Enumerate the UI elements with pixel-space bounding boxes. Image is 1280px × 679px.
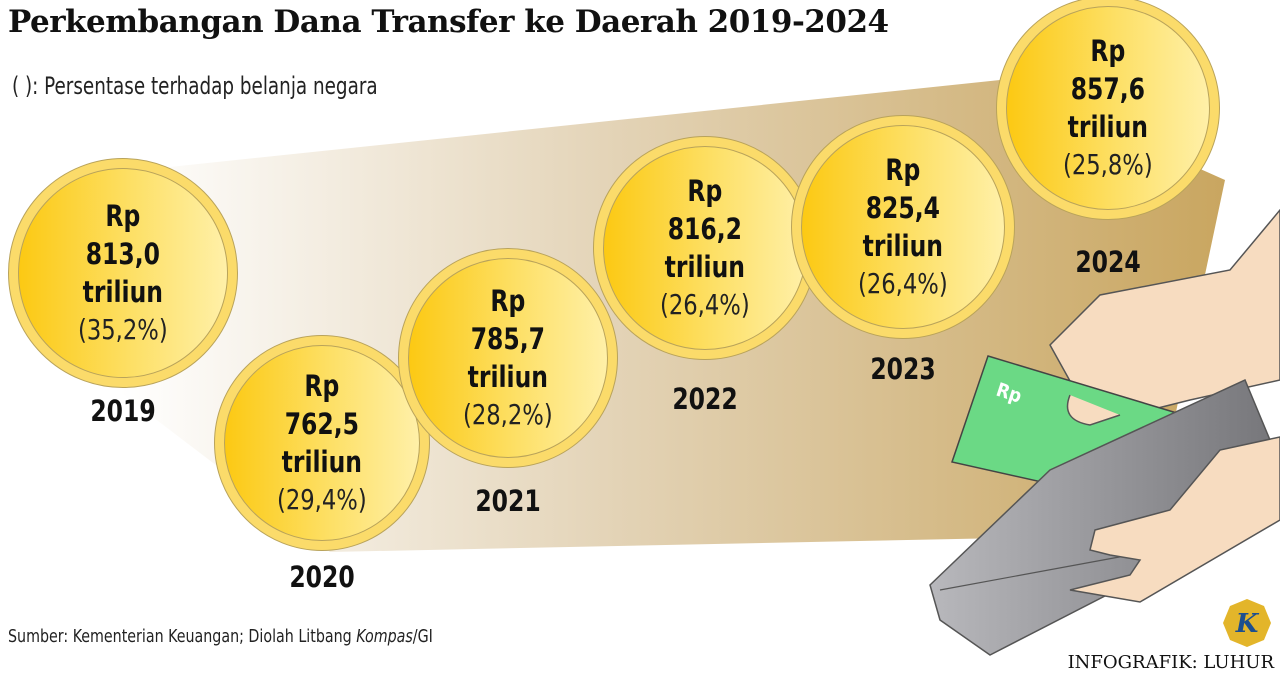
currency-label: Rp	[490, 284, 526, 318]
coin-2023: Rp 825,4 triliun (26,4%)	[791, 115, 1015, 339]
source-italic: Kompas	[356, 626, 413, 647]
year-label: 2020	[289, 560, 355, 594]
value-label: 816,2	[667, 212, 743, 246]
unit-label: triliun	[281, 445, 363, 479]
value-label: 857,6	[1070, 72, 1146, 106]
hand-illustration: Rp	[929, 208, 1280, 656]
coin-2021: Rp 785,7 triliun (28,2%)	[398, 248, 618, 468]
coin-text: Rp 785,7 triliun (28,2%)	[463, 282, 553, 434]
currency-label: Rp	[304, 369, 340, 403]
source-text: Sumber: Kementerian Keuangan; Diolah Lit…	[8, 626, 357, 647]
source-suffix: /GI	[412, 626, 433, 647]
coin-face	[408, 258, 608, 458]
svg-text:K: K	[1235, 609, 1260, 639]
kompas-logo-icon: K	[1223, 599, 1271, 647]
unit-label: triliun	[664, 250, 746, 284]
year-label: 2022	[672, 382, 738, 416]
credit: INFOGRAFIK: LUHUR	[1067, 652, 1274, 673]
unit-label: triliun	[1067, 110, 1149, 144]
year-label: 2021	[475, 484, 541, 518]
year-label: 2019	[90, 394, 156, 428]
unit-label: triliun	[467, 360, 549, 394]
currency-label: Rp	[1090, 34, 1126, 68]
value-label: 785,7	[470, 322, 546, 356]
coin-text: Rp 857,6 triliun (25,8%)	[1063, 32, 1153, 184]
page-title: Perkembangan Dana Transfer ke Daerah 201…	[8, 4, 889, 40]
percent-label: (28,2%)	[463, 398, 553, 431]
year-label: 2023	[870, 352, 936, 386]
currency-label: Rp	[105, 199, 141, 233]
percent-label: (25,8%)	[1063, 148, 1153, 181]
coin-text: Rp 816,2 triliun (26,4%)	[660, 172, 750, 324]
percent-label: (29,4%)	[277, 483, 367, 516]
unit-label: triliun	[862, 229, 944, 263]
percent-label: (26,4%)	[858, 267, 948, 300]
coin-text: Rp 813,0 triliun (35,2%)	[78, 197, 168, 349]
coin-2022: Rp 816,2 triliun (26,4%)	[593, 136, 817, 360]
source-note: Sumber: Kementerian Keuangan; Diolah Lit…	[8, 626, 433, 647]
legend-note: ( ): Persentase terhadap belanja negara	[12, 72, 378, 100]
coin-face	[224, 345, 420, 541]
coin-2024: Rp 857,6 triliun (25,8%)	[996, 0, 1220, 220]
coin-2019: Rp 813,0 triliun (35,2%)	[8, 158, 238, 388]
percent-label: (35,2%)	[78, 313, 168, 346]
currency-label: Rp	[687, 174, 723, 208]
coin-text: Rp 825,4 triliun (26,4%)	[858, 151, 948, 303]
coin-face	[18, 168, 228, 378]
coin-face	[603, 146, 807, 350]
value-label: 813,0	[85, 237, 161, 271]
value-label: 762,5	[284, 407, 360, 441]
coin-2020: Rp 762,5 triliun (29,4%)	[214, 335, 430, 551]
coin-face	[801, 125, 1005, 329]
value-label: 825,4	[865, 191, 941, 225]
year-label: 2024	[1075, 245, 1141, 279]
currency-label: Rp	[885, 153, 921, 187]
percent-label: (26,4%)	[660, 288, 750, 321]
unit-label: triliun	[82, 275, 164, 309]
coin-face	[1006, 6, 1210, 210]
coin-text: Rp 762,5 triliun (29,4%)	[277, 367, 367, 519]
